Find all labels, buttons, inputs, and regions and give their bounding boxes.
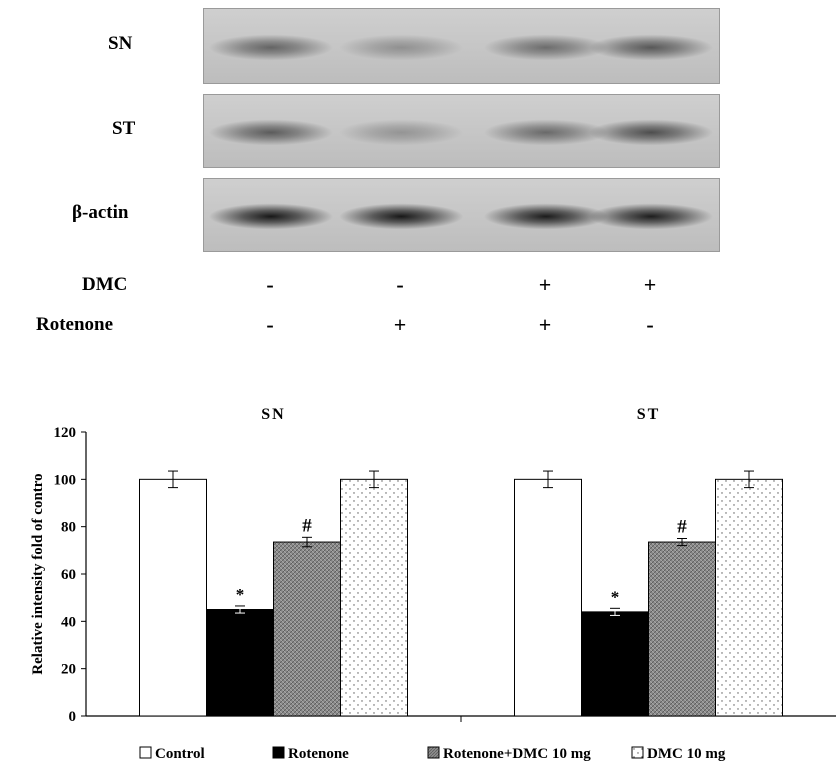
- bar: [715, 478, 783, 717]
- treatment-sign: -: [646, 312, 654, 337]
- group-label: SN: [261, 406, 285, 423]
- y-tick-label: 0: [69, 709, 77, 725]
- legend-label: DMC 10 mg: [647, 746, 726, 762]
- treatment-sign: +: [393, 312, 407, 337]
- y-tick-label: 100: [54, 472, 77, 488]
- treatment-sign: +: [538, 272, 552, 297]
- treatment-label: Rotenone: [36, 314, 114, 335]
- legend-label: Rotenone+DMC 10 mg: [443, 746, 591, 762]
- bar: [206, 609, 274, 717]
- bar: [139, 478, 207, 717]
- blot-strip: [203, 94, 720, 168]
- y-tick-label: 120: [54, 425, 77, 441]
- significance-marker: *: [611, 587, 620, 606]
- legend-swatch: [272, 746, 285, 759]
- blot-row-label: SN: [108, 33, 133, 54]
- legend-label: Control: [155, 746, 205, 762]
- blot-strip: [203, 178, 720, 252]
- significance-marker: #: [677, 517, 687, 538]
- significance-marker: *: [236, 585, 245, 604]
- significance-marker: #: [302, 515, 312, 536]
- treatment-sign: +: [538, 312, 552, 337]
- bar: [514, 478, 582, 717]
- legend-swatch: [631, 746, 644, 759]
- legend-swatch: [139, 746, 152, 759]
- treatment-sign: -: [396, 272, 404, 297]
- blot-row-label: β-actin: [72, 202, 129, 223]
- bar: [648, 541, 716, 717]
- bar: [581, 611, 649, 717]
- legend-swatch: [427, 746, 440, 759]
- group-label: ST: [637, 406, 661, 423]
- blot-strip: [203, 8, 720, 84]
- treatment-sign: -: [266, 312, 274, 337]
- y-tick-label: 20: [61, 662, 76, 678]
- y-tick-label: 40: [61, 614, 76, 630]
- bar-chart: 0 20 40 60 80 100 120 Relative intensity fold o…: [30, 406, 836, 762]
- y-tick-label: 60: [61, 567, 76, 583]
- treatment-sign: +: [643, 272, 657, 297]
- western-blot-panel: SN ST β-actin DMC - - + + Rotenone - + + -: [0, 0, 838, 345]
- bar: [340, 478, 408, 717]
- treatment-sign: -: [266, 272, 274, 297]
- blot-row-label: ST: [112, 118, 136, 139]
- treatment-label: DMC: [82, 274, 128, 295]
- y-tick-label: 80: [61, 520, 76, 536]
- legend-label: Rotenone: [288, 746, 349, 762]
- bar: [273, 541, 341, 717]
- y-axis-label: Relative intensity fold of contro: [30, 473, 46, 674]
